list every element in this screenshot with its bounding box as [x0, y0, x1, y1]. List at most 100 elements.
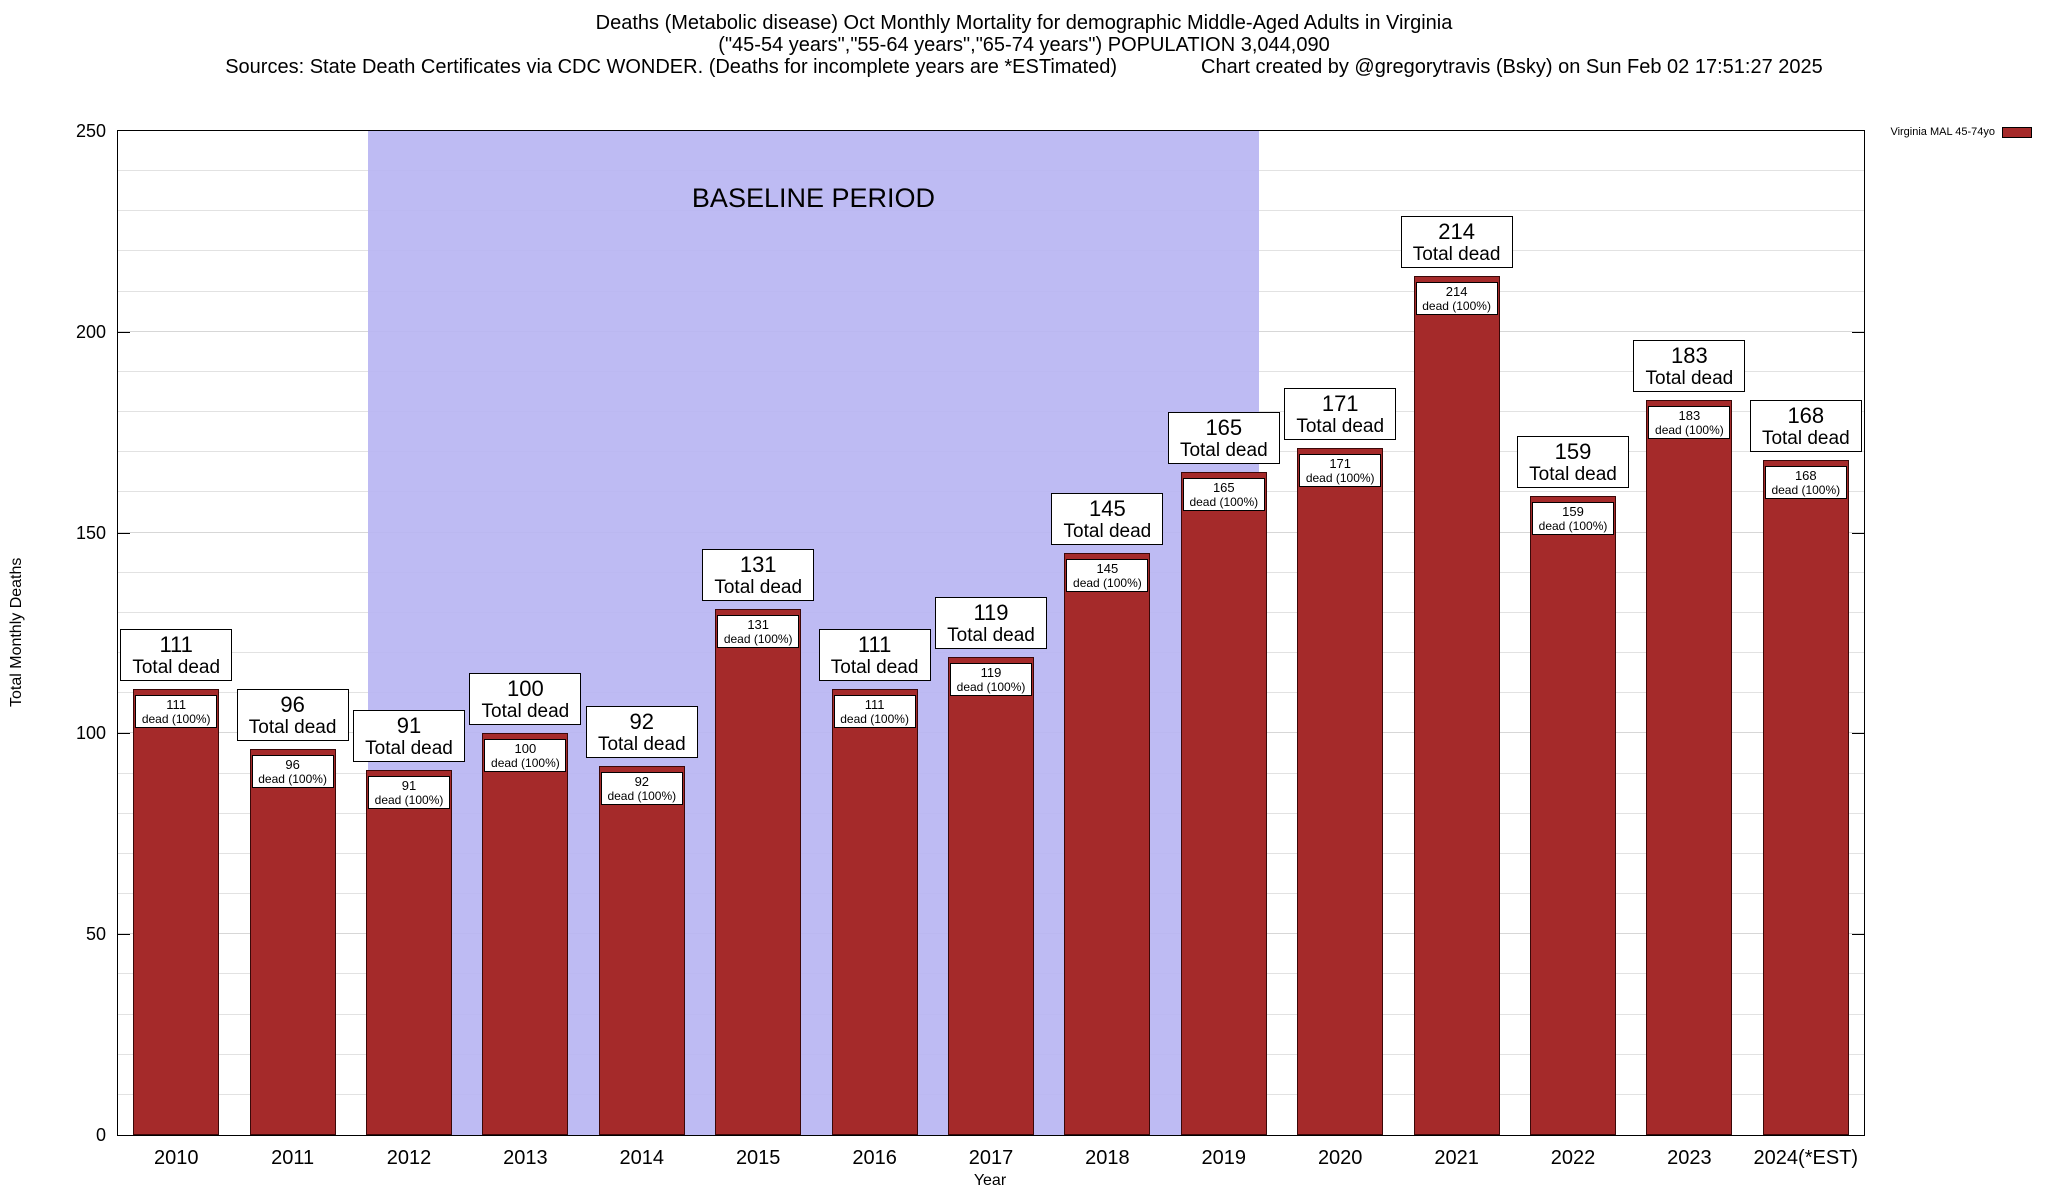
y-tick-label: 150	[75, 522, 106, 543]
bar-total-caption: Total dead	[1529, 464, 1617, 486]
y-tick-label: 0	[95, 1125, 106, 1145]
bar-total-value: 111	[159, 632, 193, 658]
y-tickmark-left	[118, 532, 130, 534]
bar-total-value: 91	[396, 712, 422, 738]
bar-total-value: 171	[1321, 391, 1359, 417]
bar-total-caption: Total dead	[1412, 243, 1501, 265]
bar-inner-value: 96	[285, 757, 300, 773]
x-tick-label: 2016	[852, 1147, 897, 1169]
bar-total-value: 92	[629, 708, 655, 734]
bar-inner-label: 168 dead (100%)	[1764, 466, 1847, 500]
y-tickmark-left	[118, 733, 130, 735]
bar-total-value: 100	[507, 676, 544, 702]
bar-2018	[1064, 552, 1151, 1135]
bar-inner-value: 214	[1445, 283, 1468, 299]
bar-total-caption: Total dead	[248, 717, 337, 739]
legend-swatch	[2002, 126, 2032, 138]
y-tickmark-right	[1852, 331, 1864, 333]
bar-inner-label: 159 dead (100%)	[1532, 502, 1614, 536]
bar-total-label: 165 Total dead	[1167, 412, 1280, 465]
bar-total-caption: Total dead	[714, 576, 803, 598]
bar-inner-value: 131	[747, 616, 770, 632]
bar-2010	[133, 689, 220, 1135]
y-tickmark-right	[1852, 934, 1864, 936]
bar-inner-caption: dead (100%)	[1073, 575, 1142, 590]
bar-inner-value: 171	[1329, 456, 1352, 472]
bar-total-value: 214	[1438, 218, 1475, 244]
y-tickmark-left	[118, 331, 130, 333]
bar-total-label: 100 Total dead	[469, 673, 582, 726]
bar-total-caption: Total dead	[132, 657, 221, 679]
bar-inner-value: 159	[1562, 504, 1584, 520]
chart-subtitle: ("45-54 years","55-64 years","65-74 year…	[718, 34, 1330, 56]
bar-2013	[482, 733, 569, 1135]
x-tick-label: 2023	[1667, 1147, 1712, 1169]
bar-total-label: 168 Total dead	[1749, 400, 1862, 453]
bar-total-value: 131	[739, 551, 777, 577]
chart-sources: Sources: State Death Certificates via CD…	[225, 56, 1118, 78]
bar-inner-value: 145	[1096, 560, 1119, 576]
x-tick-label: 2015	[735, 1147, 781, 1169]
bar-inner-value: 92	[634, 773, 650, 789]
bar-2023	[1646, 400, 1733, 1135]
x-tick-label: 2018	[1085, 1147, 1130, 1169]
bar-inner-value: 91	[401, 777, 417, 793]
y-tickmark-right	[1852, 733, 1864, 735]
bar-2022	[1530, 496, 1616, 1135]
bar-total-value: 145	[1089, 495, 1126, 521]
bar-total-caption: Total dead	[1645, 368, 1734, 390]
bar-total-caption: Total dead	[830, 657, 919, 679]
bar-inner-label: 183 dead (100%)	[1648, 406, 1731, 440]
bar-total-value: 111	[857, 632, 892, 658]
bar-inner-label: 131 dead (100%)	[717, 614, 800, 648]
chart-credit: Chart created by @gregorytravis (Bsky) o…	[1201, 56, 1823, 78]
x-tick-label: 2014	[619, 1147, 665, 1169]
bar-total-value: 119	[973, 600, 1009, 626]
bar-total-label: 91 Total dead	[353, 709, 465, 762]
bar-inner-label: 96 dead (100%)	[251, 755, 334, 789]
bar-inner-value: 165	[1212, 480, 1235, 496]
x-tick-label: 2013	[503, 1147, 548, 1169]
bar-2011	[249, 749, 336, 1135]
bar-2019	[1180, 472, 1267, 1135]
chart-header: Deaths (Metabolic disease) Oct Monthly M…	[0, 12, 2048, 78]
bar-inner-label: 214 dead (100%)	[1415, 281, 1498, 315]
bar-total-value: 159	[1554, 439, 1592, 465]
bar-2016	[831, 689, 918, 1135]
bar-2024(*EST)	[1762, 460, 1849, 1135]
bar-inner-label: 91 dead (100%)	[368, 775, 450, 809]
bar-total-caption: Total dead	[1761, 428, 1850, 450]
x-tick-label: 2010	[153, 1147, 199, 1169]
bar-inner-caption: dead (100%)	[723, 631, 793, 646]
bar-total-label: 171 Total dead	[1284, 388, 1397, 441]
x-tick-label: 2012	[386, 1147, 432, 1169]
legend-label: Virginia MAL 45-74yo	[1890, 126, 1995, 138]
x-tick-label: 2011	[271, 1147, 315, 1169]
x-tick-label: 2019	[1201, 1147, 1247, 1169]
bar-inner-caption: dead (100%)	[956, 680, 1026, 695]
x-tick-label: 2017	[968, 1147, 1014, 1169]
bar-2020	[1297, 448, 1384, 1135]
bar-inner-caption: dead (100%)	[141, 712, 211, 727]
y-tickmark-right	[1852, 532, 1864, 534]
bar-total-label: 119 Total dead	[935, 597, 1047, 650]
bar-inner-caption: dead (100%)	[491, 756, 560, 771]
chart-title: Deaths (Metabolic disease) Oct Monthly M…	[595, 12, 1453, 34]
bar-total-label: 214 Total dead	[1400, 215, 1513, 268]
bar-total-caption: Total dead	[1296, 416, 1385, 438]
x-tick-label: 2020	[1317, 1147, 1363, 1169]
y-axis-title: Total Monthly Deaths	[8, 557, 25, 707]
bar-2017	[948, 657, 1034, 1135]
bar-inner-label: 145 dead (100%)	[1066, 558, 1149, 592]
bar-2015	[715, 608, 802, 1135]
bar-total-label: 96 Total dead	[236, 689, 349, 742]
bar-total-caption: Total dead	[597, 733, 686, 755]
bar-inner-value: 111	[864, 697, 885, 713]
bar-2012	[366, 769, 452, 1135]
bar-total-caption: Total dead	[365, 737, 453, 759]
bar-inner-caption: dead (100%)	[1422, 298, 1491, 313]
bar-inner-value: 168	[1794, 468, 1817, 484]
bar-inner-label: 165 dead (100%)	[1182, 478, 1265, 512]
bar-inner-caption: dead (100%)	[1655, 423, 1724, 438]
y-tick-label: 200	[75, 321, 106, 342]
